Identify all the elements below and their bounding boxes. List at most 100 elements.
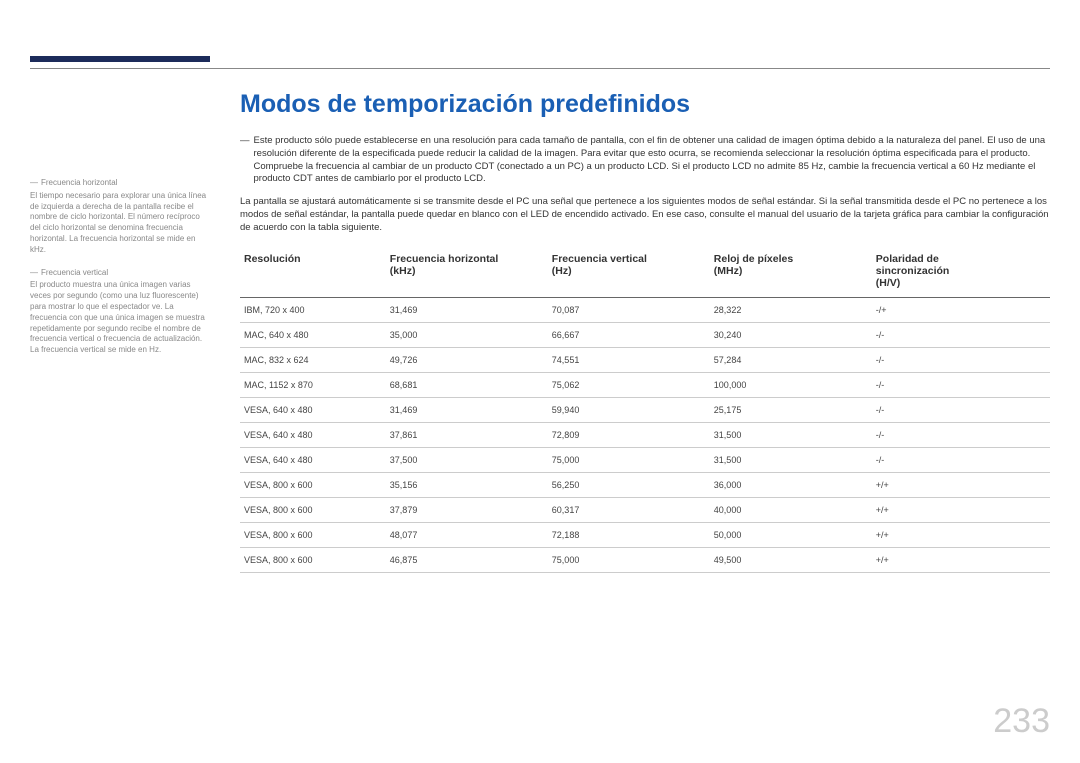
table-cell: 75,000 xyxy=(548,447,710,472)
page-title: Modos de temporización predefinidos xyxy=(240,90,1050,119)
page-number: 233 xyxy=(993,702,1050,741)
note-body: El producto muestra una única imagen var… xyxy=(30,280,205,354)
note-title: ―Frecuencia vertical xyxy=(30,268,212,279)
table-cell: 50,000 xyxy=(710,522,872,547)
table-cell: VESA, 640 x 480 xyxy=(240,397,386,422)
table-cell: MAC, 1152 x 870 xyxy=(240,372,386,397)
table-body: IBM, 720 x 40031,46970,08728,322-/+MAC, … xyxy=(240,297,1050,572)
header-text: Reloj de píxeles(MHz) xyxy=(714,253,793,277)
table-cell: 31,469 xyxy=(386,297,548,322)
table-cell: 31,500 xyxy=(710,422,872,447)
intro-text-2: Compruebe la frecuencia al cambiar de un… xyxy=(254,161,1036,185)
table-cell: -/- xyxy=(872,447,1050,472)
note-title: ―Frecuencia horizontal xyxy=(30,178,212,189)
intro-body: Este producto sólo puede establecerse en… xyxy=(254,135,1051,186)
table-cell: 49,726 xyxy=(386,347,548,372)
table-row: MAC, 640 x 48035,00066,66730,240-/- xyxy=(240,322,1050,347)
col-hfreq: Frecuencia horizontal(kHz) xyxy=(386,247,548,298)
table-cell: -/- xyxy=(872,422,1050,447)
col-polarity: Polaridad desincronización(H/V) xyxy=(872,247,1050,298)
table-cell: 60,317 xyxy=(548,497,710,522)
table-cell: +/+ xyxy=(872,472,1050,497)
table-cell: -/- xyxy=(872,397,1050,422)
table-head: Resolución Frecuencia horizontal(kHz) Fr… xyxy=(240,247,1050,298)
table-cell: 40,000 xyxy=(710,497,872,522)
timing-modes-table: Resolución Frecuencia horizontal(kHz) Fr… xyxy=(240,247,1050,573)
table-row: VESA, 800 x 60048,07772,18850,000+/+ xyxy=(240,522,1050,547)
table-cell: 31,500 xyxy=(710,447,872,472)
table-cell: 37,879 xyxy=(386,497,548,522)
table-cell: IBM, 720 x 400 xyxy=(240,297,386,322)
table-header-row: Resolución Frecuencia horizontal(kHz) Fr… xyxy=(240,247,1050,298)
table-cell: -/- xyxy=(872,347,1050,372)
table-cell: VESA, 640 x 480 xyxy=(240,447,386,472)
table-cell: 75,062 xyxy=(548,372,710,397)
table-cell: 25,175 xyxy=(710,397,872,422)
table-cell: -/+ xyxy=(872,297,1050,322)
table-cell: 66,667 xyxy=(548,322,710,347)
table-row: VESA, 640 x 48031,46959,94025,175-/- xyxy=(240,397,1050,422)
table-row: VESA, 800 x 60035,15656,25036,000+/+ xyxy=(240,472,1050,497)
table-cell: VESA, 800 x 600 xyxy=(240,547,386,572)
table-cell: 36,000 xyxy=(710,472,872,497)
main-content: Modos de temporización predefinidos ― Es… xyxy=(240,90,1050,573)
note-title-text: Frecuencia vertical xyxy=(41,268,108,277)
dash-icon: ― xyxy=(30,268,38,279)
table-cell: 59,940 xyxy=(548,397,710,422)
note-vertical-freq: ―Frecuencia vertical El producto muestra… xyxy=(30,268,212,356)
intro-bullet-block: ― Este producto sólo puede establecerse … xyxy=(240,135,1050,186)
table-row: MAC, 832 x 62449,72674,55157,284-/- xyxy=(240,347,1050,372)
note-body: El tiempo necesario para explorar una ún… xyxy=(30,191,206,254)
table-cell: 70,087 xyxy=(548,297,710,322)
col-resolution: Resolución xyxy=(240,247,386,298)
table-cell: +/+ xyxy=(872,547,1050,572)
table-cell: VESA, 800 x 600 xyxy=(240,472,386,497)
page-container: ―Frecuencia horizontal El tiempo necesar… xyxy=(0,0,1080,763)
table-cell: 100,000 xyxy=(710,372,872,397)
table-cell: 37,861 xyxy=(386,422,548,447)
table-cell: VESA, 800 x 600 xyxy=(240,497,386,522)
table-cell: 46,875 xyxy=(386,547,548,572)
header-text: Polaridad desincronización(H/V) xyxy=(876,253,950,289)
table-cell: 57,284 xyxy=(710,347,872,372)
table-row: VESA, 640 x 48037,50075,00031,500-/- xyxy=(240,447,1050,472)
table-row: IBM, 720 x 40031,46970,08728,322-/+ xyxy=(240,297,1050,322)
table-cell: 74,551 xyxy=(548,347,710,372)
table-cell: 56,250 xyxy=(548,472,710,497)
table-row: VESA, 800 x 60046,87575,00049,500+/+ xyxy=(240,547,1050,572)
dash-icon: ― xyxy=(30,178,38,189)
table-cell: MAC, 640 x 480 xyxy=(240,322,386,347)
table-cell: 35,156 xyxy=(386,472,548,497)
col-vfreq: Frecuencia vertical(Hz) xyxy=(548,247,710,298)
note-title-text: Frecuencia horizontal xyxy=(41,178,117,187)
table-cell: MAC, 832 x 624 xyxy=(240,347,386,372)
table-row: VESA, 800 x 60037,87960,31740,000+/+ xyxy=(240,497,1050,522)
intro-paragraph: La pantalla se ajustará automáticamente … xyxy=(240,196,1050,234)
table-cell: VESA, 640 x 480 xyxy=(240,422,386,447)
table-cell: 37,500 xyxy=(386,447,548,472)
table-row: MAC, 1152 x 87068,68175,062100,000-/- xyxy=(240,372,1050,397)
table-cell: 28,322 xyxy=(710,297,872,322)
sidebar-notes: ―Frecuencia horizontal El tiempo necesar… xyxy=(30,90,212,573)
two-column-layout: ―Frecuencia horizontal El tiempo necesar… xyxy=(30,90,1050,573)
table-cell: 75,000 xyxy=(548,547,710,572)
note-horizontal-freq: ―Frecuencia horizontal El tiempo necesar… xyxy=(30,178,212,256)
table-cell: VESA, 800 x 600 xyxy=(240,522,386,547)
table-cell: 48,077 xyxy=(386,522,548,547)
table-cell: 35,000 xyxy=(386,322,548,347)
bullet-dash-icon: ― xyxy=(240,135,250,186)
header-text: Frecuencia vertical(Hz) xyxy=(552,253,647,277)
table-cell: -/- xyxy=(872,322,1050,347)
table-cell: 31,469 xyxy=(386,397,548,422)
intro-text-1: Este producto sólo puede establecerse en… xyxy=(254,135,1046,159)
table-cell: 68,681 xyxy=(386,372,548,397)
header-text: Frecuencia horizontal(kHz) xyxy=(390,253,499,277)
table-row: VESA, 640 x 48037,86172,80931,500-/- xyxy=(240,422,1050,447)
top-rule xyxy=(30,68,1050,69)
table-cell: 49,500 xyxy=(710,547,872,572)
col-pixelclock: Reloj de píxeles(MHz) xyxy=(710,247,872,298)
table-cell: 72,188 xyxy=(548,522,710,547)
accent-bar xyxy=(30,56,210,62)
table-cell: -/- xyxy=(872,372,1050,397)
table-cell: +/+ xyxy=(872,522,1050,547)
